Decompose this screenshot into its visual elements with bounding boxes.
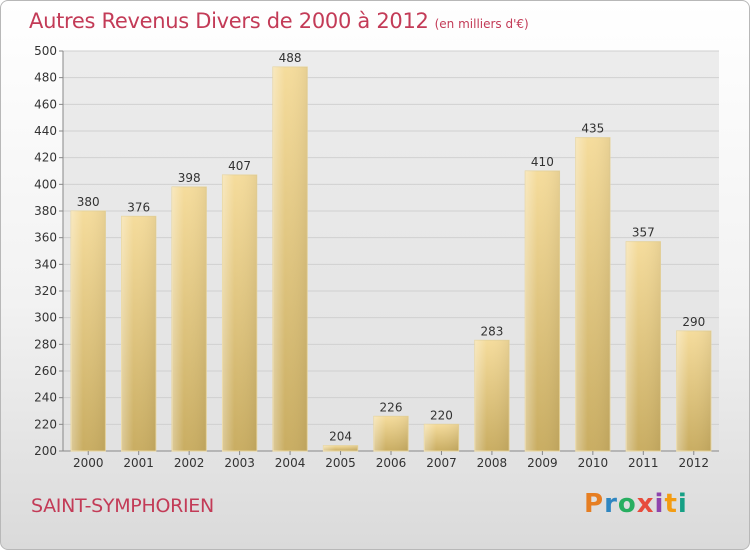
x-tick-label: 2001 <box>123 456 154 470</box>
x-tick-label: 2007 <box>426 456 457 470</box>
x-tick-label: 2010 <box>578 456 609 470</box>
bar-value-label: 357 <box>632 226 655 240</box>
bar-shine <box>222 175 257 451</box>
x-tick-label: 2002 <box>174 456 205 470</box>
bar-value-label: 398 <box>178 171 201 185</box>
logo-letter: x <box>636 489 655 519</box>
y-tick-label: 500 <box>34 44 57 58</box>
bar-value-label: 410 <box>531 155 554 169</box>
y-tick-label: 240 <box>34 391 57 405</box>
y-tick-label: 460 <box>34 97 57 111</box>
bar-value-label: 290 <box>682 315 705 329</box>
y-tick-label: 340 <box>34 257 57 271</box>
bar-value-label: 488 <box>279 51 302 65</box>
logo-letter: r <box>604 489 618 519</box>
plot-background <box>63 51 719 451</box>
y-tick-label: 200 <box>34 444 57 458</box>
y-tick-label: 280 <box>34 337 57 351</box>
x-tick-label: 2012 <box>678 456 709 470</box>
x-tick-label: 2003 <box>224 456 255 470</box>
logo-letter: P <box>584 489 605 519</box>
x-tick-label: 2000 <box>73 456 104 470</box>
logo-letter: o <box>617 489 637 519</box>
y-tick-label: 320 <box>34 284 57 298</box>
chart-title: Autres Revenus Divers de 2000 à 2012 (en … <box>29 9 529 33</box>
proxiti-logo: Proxiti <box>584 489 688 519</box>
x-tick-label: 2008 <box>477 456 508 470</box>
chart-title-unit: (en milliers d'€) <box>434 17 529 31</box>
y-tick-label: 400 <box>34 177 57 191</box>
x-tick-label: 2011 <box>628 456 659 470</box>
logo-letter: i <box>654 489 665 519</box>
bar-value-label: 380 <box>77 195 100 209</box>
y-tick-label: 420 <box>34 151 57 165</box>
bar-shine <box>121 216 156 451</box>
commune-name: SAINT-SYMPHORIEN <box>31 495 214 517</box>
bar-shine <box>373 416 409 451</box>
bar-shine <box>626 241 661 451</box>
bar-shine <box>474 340 510 451</box>
bar-value-label: 220 <box>430 408 453 422</box>
y-tick-label: 220 <box>34 417 57 431</box>
y-tick-label: 480 <box>34 71 57 85</box>
bar-shine <box>171 187 207 451</box>
y-tick-label: 360 <box>34 231 57 245</box>
logo-letter: t <box>664 489 678 519</box>
x-tick-label: 2005 <box>325 456 356 470</box>
y-tick-label: 260 <box>34 364 57 378</box>
y-tick-label: 300 <box>34 311 57 325</box>
x-tick-label: 2004 <box>275 456 306 470</box>
bar-shine <box>525 171 560 451</box>
bar-shine <box>272 67 308 451</box>
y-tick-label: 440 <box>34 124 57 138</box>
y-tick-label: 380 <box>34 204 57 218</box>
x-tick-label: 2006 <box>376 456 407 470</box>
bar-shine <box>575 137 611 451</box>
plot-area: 200 220 240 260 280 300 320 340 360 380 400 420 440 4… <box>34 44 719 470</box>
logo-letter: i <box>677 489 688 519</box>
x-tick-label: 2009 <box>527 456 558 470</box>
bar-shine <box>676 331 711 451</box>
bar-shine <box>71 211 106 451</box>
bar-value-label: 376 <box>127 200 150 214</box>
bar-value-label: 226 <box>380 400 403 414</box>
bar-shine <box>323 445 358 451</box>
bar-value-label: 283 <box>480 324 503 338</box>
bar-value-label: 407 <box>228 159 251 173</box>
bar-value-label: 435 <box>581 122 604 136</box>
chart-title-main: Autres Revenus Divers de 2000 à 2012 <box>29 9 429 33</box>
bar-value-label: 204 <box>329 430 352 444</box>
bar-shine <box>424 424 459 451</box>
